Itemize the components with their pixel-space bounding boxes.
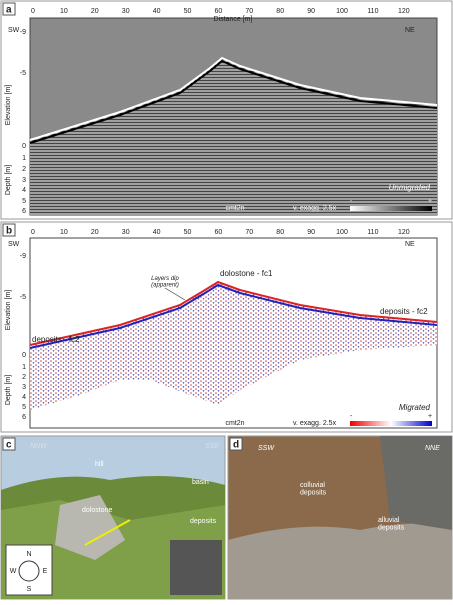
tick-label: 6 [22, 208, 26, 215]
compass: N [26, 551, 31, 558]
panel-d: d SSW NNE colluvial deposits alluvial depo… [227, 435, 453, 600]
tick-label: 3 [22, 177, 26, 184]
panel-label: d [233, 440, 239, 451]
tick-label: 110 [367, 8, 378, 15]
tick-label: 20 [91, 8, 99, 15]
tick-label: 40 [153, 8, 161, 15]
tick-label: 6 [22, 414, 26, 421]
tick-label: 3 [22, 384, 26, 391]
panel-c: c NNW SSE hill basin deposits dolostone … [0, 435, 226, 600]
tick-label: -9 [20, 253, 26, 260]
direction: SSW [258, 445, 275, 452]
tick-label: 0 [22, 352, 26, 359]
tick-label: 110 [367, 229, 378, 236]
tick-label: 70 [245, 8, 253, 15]
panel-label: a [6, 5, 12, 16]
direction: NE [405, 27, 415, 34]
processing: Unmigrated [389, 183, 431, 192]
scale-label: - [350, 198, 353, 205]
scale-label: + [428, 198, 432, 205]
panel-a: a Distance [m] SW NE Elevation [m] Depth… [0, 0, 453, 220]
compass: W [10, 568, 17, 575]
processing: Migrated [399, 403, 431, 412]
panel-label: c [6, 440, 12, 451]
label: dolostone [82, 507, 112, 514]
tick-label: -5 [20, 70, 26, 77]
direction: NNW [30, 443, 48, 450]
tick-label: 30 [122, 8, 130, 15]
tick-label: 80 [276, 229, 284, 236]
tick-label: 10 [60, 8, 68, 15]
tick-label: 40 [153, 229, 161, 236]
label: deposits [190, 518, 217, 525]
axis-title: Depth [m] [5, 165, 12, 195]
label: colluvial deposits [300, 482, 327, 497]
annotation: dolostone - fc1 [220, 269, 273, 278]
tick-label: 4 [22, 187, 26, 194]
tick-label: 4 [22, 394, 26, 401]
scale-label: - [350, 413, 353, 420]
tick-label: 2 [22, 166, 26, 173]
tick-label: 0 [31, 229, 35, 236]
direction: SW [8, 27, 20, 34]
tick-label: 50 [184, 229, 192, 236]
exaggeration: v. exagg. 2.5x [293, 420, 337, 427]
tick-label: 1 [22, 364, 26, 371]
exaggeration: v. exagg. 2.5x [293, 205, 337, 212]
profile-name: cmt2n [225, 205, 244, 212]
tick-label: 20 [91, 229, 99, 236]
tick-label: 0 [22, 143, 26, 150]
direction: SW [8, 241, 20, 248]
tick-label: 90 [307, 229, 315, 236]
tick-label: 60 [215, 8, 223, 15]
annotation: Layers dip (apparent) [151, 276, 179, 289]
ticks: 0 10 20 30 40 50 60 70 80 90 100 110 120-9-501234560… [20, 8, 410, 421]
tick-label: 60 [215, 229, 223, 236]
tick-label: 70 [245, 229, 253, 236]
direction: SSE [205, 443, 219, 450]
axis-title: Depth [m] [5, 375, 12, 405]
label: alluvial deposits [378, 517, 405, 532]
profile-name: cmt2n [225, 420, 244, 427]
tick-label: 5 [22, 198, 26, 205]
tick-label: -5 [20, 294, 26, 301]
scale-label: + [428, 413, 432, 420]
tick-label: 90 [307, 8, 315, 15]
annotation: deposits - fc2 [32, 335, 80, 344]
tick-label: 50 [184, 8, 192, 15]
tick-label: 80 [276, 8, 284, 15]
tick-label: 5 [22, 404, 26, 411]
tick-label: 1 [22, 155, 26, 162]
direction: NE [405, 241, 415, 248]
axis-title: Elevation [m] [5, 85, 12, 126]
direction: NNE [425, 445, 440, 452]
axis-title: Distance [m] [214, 16, 253, 23]
tick-label: 120 [398, 229, 410, 236]
label: hill [95, 461, 104, 468]
annotation: deposits - fc2 [380, 307, 428, 316]
tick-label: 30 [122, 229, 130, 236]
panel-b: b SW NE Elevation [m] Depth [m] deposits… [0, 221, 453, 433]
compass: E [43, 568, 48, 575]
tick-label: 100 [336, 8, 348, 15]
tick-label: 0 [31, 8, 35, 15]
label: basin [192, 479, 209, 486]
axis-title: Elevation [m] [5, 290, 12, 331]
compass: S [27, 586, 32, 593]
tick-label: 100 [336, 229, 348, 236]
panel-label: b [6, 226, 12, 237]
tick-label: -9 [20, 29, 26, 36]
tick-label: 120 [398, 8, 410, 15]
tick-label: 10 [60, 229, 68, 236]
tick-label: 2 [22, 374, 26, 381]
